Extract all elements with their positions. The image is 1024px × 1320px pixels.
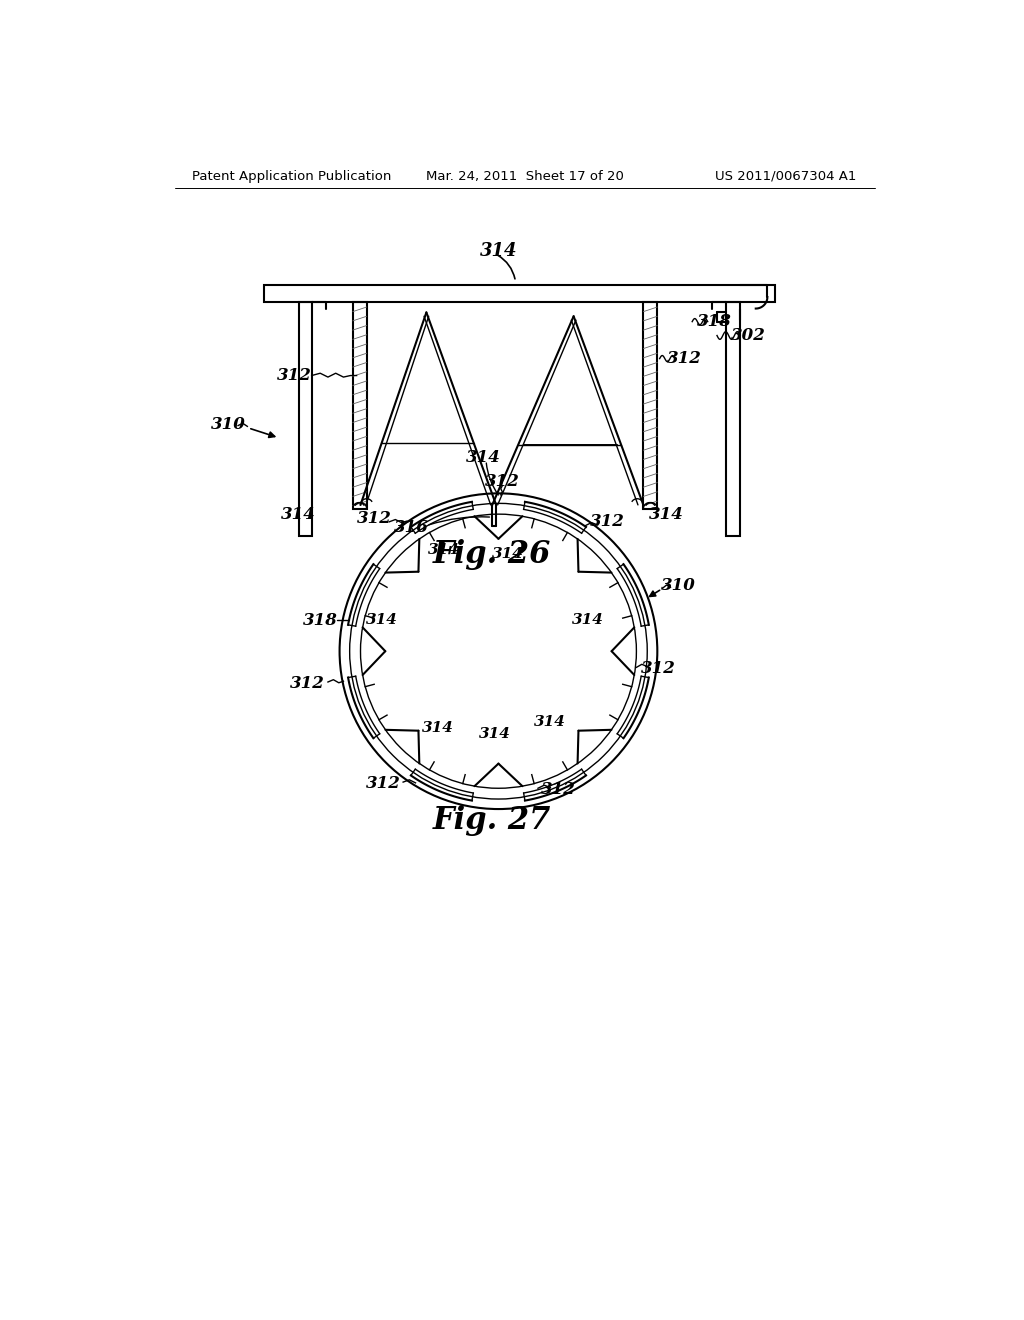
Text: 314: 314 xyxy=(427,543,460,557)
Text: 312: 312 xyxy=(641,660,676,677)
Text: 312: 312 xyxy=(541,781,575,799)
Text: 312: 312 xyxy=(667,350,701,367)
Text: 314: 314 xyxy=(649,506,684,523)
Text: 312: 312 xyxy=(485,474,520,490)
Text: 312: 312 xyxy=(590,513,625,531)
Text: 314: 314 xyxy=(535,715,566,729)
Text: 318: 318 xyxy=(697,313,732,330)
Text: 312: 312 xyxy=(291,675,326,692)
Text: 314: 314 xyxy=(572,614,604,627)
Text: Fig. 27: Fig. 27 xyxy=(433,805,552,836)
Text: 310: 310 xyxy=(660,577,695,594)
Text: 314: 314 xyxy=(479,242,517,260)
Text: 314: 314 xyxy=(478,727,511,742)
Text: 312: 312 xyxy=(278,367,312,384)
Text: 312: 312 xyxy=(367,775,401,792)
Bar xyxy=(263,285,775,302)
Text: 302: 302 xyxy=(730,327,765,345)
Text: 316: 316 xyxy=(393,520,428,536)
Text: Fig. 26: Fig. 26 xyxy=(433,540,552,570)
Text: 314: 314 xyxy=(422,721,454,735)
Bar xyxy=(643,302,657,508)
Text: 314: 314 xyxy=(466,449,501,466)
Text: 312: 312 xyxy=(357,511,392,527)
Text: 318: 318 xyxy=(303,612,338,628)
Text: US 2011/0067304 A1: US 2011/0067304 A1 xyxy=(715,169,856,182)
Bar xyxy=(352,302,367,508)
Text: Mar. 24, 2011  Sheet 17 of 20: Mar. 24, 2011 Sheet 17 of 20 xyxy=(426,169,624,182)
Text: Patent Application Publication: Patent Application Publication xyxy=(193,169,392,182)
Bar xyxy=(726,302,740,536)
Text: 310: 310 xyxy=(211,416,246,433)
Text: 314: 314 xyxy=(281,506,316,523)
Text: 314: 314 xyxy=(367,614,398,627)
Bar xyxy=(299,302,312,536)
Text: 314: 314 xyxy=(492,548,523,561)
